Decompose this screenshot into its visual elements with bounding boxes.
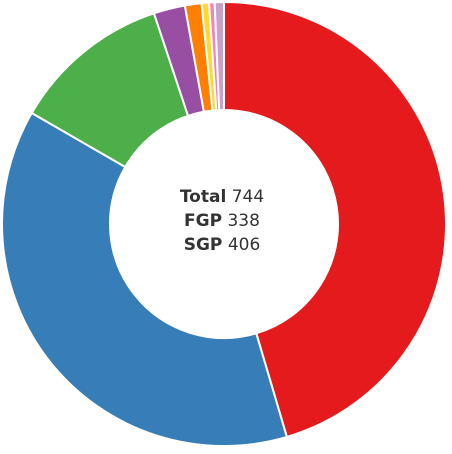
center-sgp-line: SGP 406 [184,235,261,255]
center-fgp-value: 338 [227,211,259,231]
center-total-label: Total [180,187,226,207]
center-total-value: 744 [232,187,264,207]
center-total-line: Total 744 [180,187,264,207]
donut-slice-2[interactable] [2,113,287,446]
center-fgp-line: FGP 338 [184,211,260,231]
center-sgp-value: 406 [228,235,260,255]
center-fgp-label: FGP [184,211,222,231]
center-sgp-label: SGP [184,235,223,255]
